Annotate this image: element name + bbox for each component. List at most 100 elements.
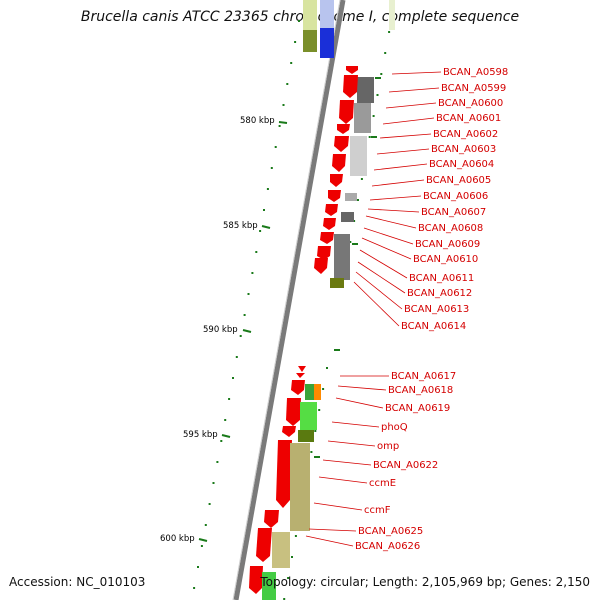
scale-dot — [263, 209, 265, 211]
gene-arrow — [249, 566, 263, 594]
leader-line — [359, 249, 408, 279]
scale-dot — [291, 556, 293, 558]
leader-line — [331, 421, 380, 428]
scale-dot — [286, 83, 289, 85]
leader-line — [322, 459, 372, 466]
kbp-label: 580 kbp — [240, 116, 275, 126]
homology-block-green — [262, 572, 276, 600]
scale-dot — [298, 20, 300, 22]
gene-arrow — [276, 440, 292, 508]
scale-dot — [278, 125, 281, 127]
scale-dot — [380, 73, 383, 75]
leader-line — [357, 261, 406, 294]
feature-green-top — [389, 0, 395, 30]
gene-label: BCAN_A0608 — [418, 223, 483, 234]
scale-dot — [376, 94, 379, 96]
kbp-label: 585 kbp — [223, 221, 258, 231]
gene-label: BCAN_A0625 — [358, 526, 423, 537]
homology-block — [334, 234, 350, 280]
gene-label: BCAN_A0614 — [401, 321, 466, 332]
scale-dot — [360, 178, 363, 180]
kbp-tick — [221, 434, 231, 438]
gene-arrow — [320, 232, 334, 244]
leader-line — [371, 179, 425, 187]
gene-label: BCAN_A0613 — [404, 304, 469, 315]
gene-cluster-lower — [249, 366, 306, 594]
kbp-tick — [198, 538, 208, 542]
scale-dot — [204, 524, 207, 526]
scale-dot — [197, 566, 199, 568]
leader-line — [388, 87, 440, 93]
feature-lightgreen — [303, 0, 317, 30]
feature-lightblue — [320, 0, 334, 28]
homology-block-green — [305, 384, 314, 400]
leader-line — [382, 117, 435, 125]
homology-block — [341, 212, 354, 222]
homology-block-olive — [330, 278, 344, 288]
gene-label: ccmF — [364, 505, 391, 516]
gene-label: BCAN_A0604 — [429, 159, 494, 170]
scale-dot — [235, 356, 238, 358]
scale-dot — [220, 440, 223, 442]
scale-dot — [208, 503, 211, 505]
gene-arrow — [256, 528, 272, 562]
scale-dot — [368, 136, 371, 138]
leader-line — [327, 440, 376, 447]
scale-dot — [266, 188, 269, 190]
kbp-tick — [261, 225, 271, 229]
scale-dot — [228, 398, 231, 400]
leader-line — [318, 476, 368, 484]
feature-olive — [303, 30, 317, 52]
gene-arrow — [337, 124, 350, 134]
gene-label: BCAN_A0611 — [409, 273, 474, 284]
scale-dot — [243, 314, 246, 316]
scale-dot — [372, 115, 375, 117]
gene-arrow — [291, 380, 305, 395]
scale-dot — [259, 230, 262, 232]
homology-block-orange — [314, 384, 321, 400]
kbp-label: 595 kbp — [183, 430, 218, 440]
gene-label: BCAN_A0601 — [436, 113, 501, 124]
homology-block — [350, 136, 367, 176]
gene-label: BCAN_A0599 — [441, 83, 506, 94]
scale-dot — [349, 241, 352, 243]
leader-line — [365, 215, 417, 229]
leader-line — [376, 148, 430, 155]
gene-label: BCAN_A0610 — [413, 254, 478, 265]
kbp-label: 590 kbp — [203, 325, 238, 335]
scale-dot — [216, 461, 219, 463]
scale-dot — [224, 419, 227, 421]
leader-line — [369, 195, 422, 201]
gene-label: BCAN_A0605 — [426, 175, 491, 186]
scale-dot — [247, 293, 250, 295]
kbp-tick — [278, 121, 288, 124]
scale-dot — [274, 146, 277, 148]
gene-label: BCAN_A0609 — [415, 239, 480, 250]
genome-summary: Topology: circular; Length: 2,105,969 bp… — [260, 575, 590, 589]
scale-dot — [290, 62, 293, 64]
gene-label: BCAN_A0606 — [423, 191, 488, 202]
gene-label: phoQ — [381, 422, 408, 433]
scale-dot — [255, 251, 258, 253]
scale-dot — [294, 535, 297, 537]
gene-arrow — [298, 366, 306, 372]
gene-label: BCAN_A0619 — [385, 403, 450, 414]
gene-label: ccmE — [369, 478, 396, 489]
gene-label: BCAN_A0600 — [438, 98, 503, 109]
homology-block-khaki — [290, 443, 310, 531]
gene-arrow — [314, 258, 328, 274]
feature-blue — [320, 28, 334, 58]
gene-arrow — [317, 246, 331, 260]
leader-line — [313, 502, 363, 511]
scale-dot — [357, 199, 359, 201]
gene-arrow — [330, 174, 343, 187]
gene-label: BCAN_A0618 — [388, 385, 453, 396]
leader-line — [337, 385, 387, 391]
leader-line — [335, 397, 384, 409]
gene-label: BCAN_A0607 — [421, 207, 486, 218]
scale-dot — [353, 220, 356, 222]
homology-block — [354, 103, 371, 133]
gene-arrow — [282, 426, 296, 437]
gene-label: BCAN_A0598 — [443, 67, 508, 78]
